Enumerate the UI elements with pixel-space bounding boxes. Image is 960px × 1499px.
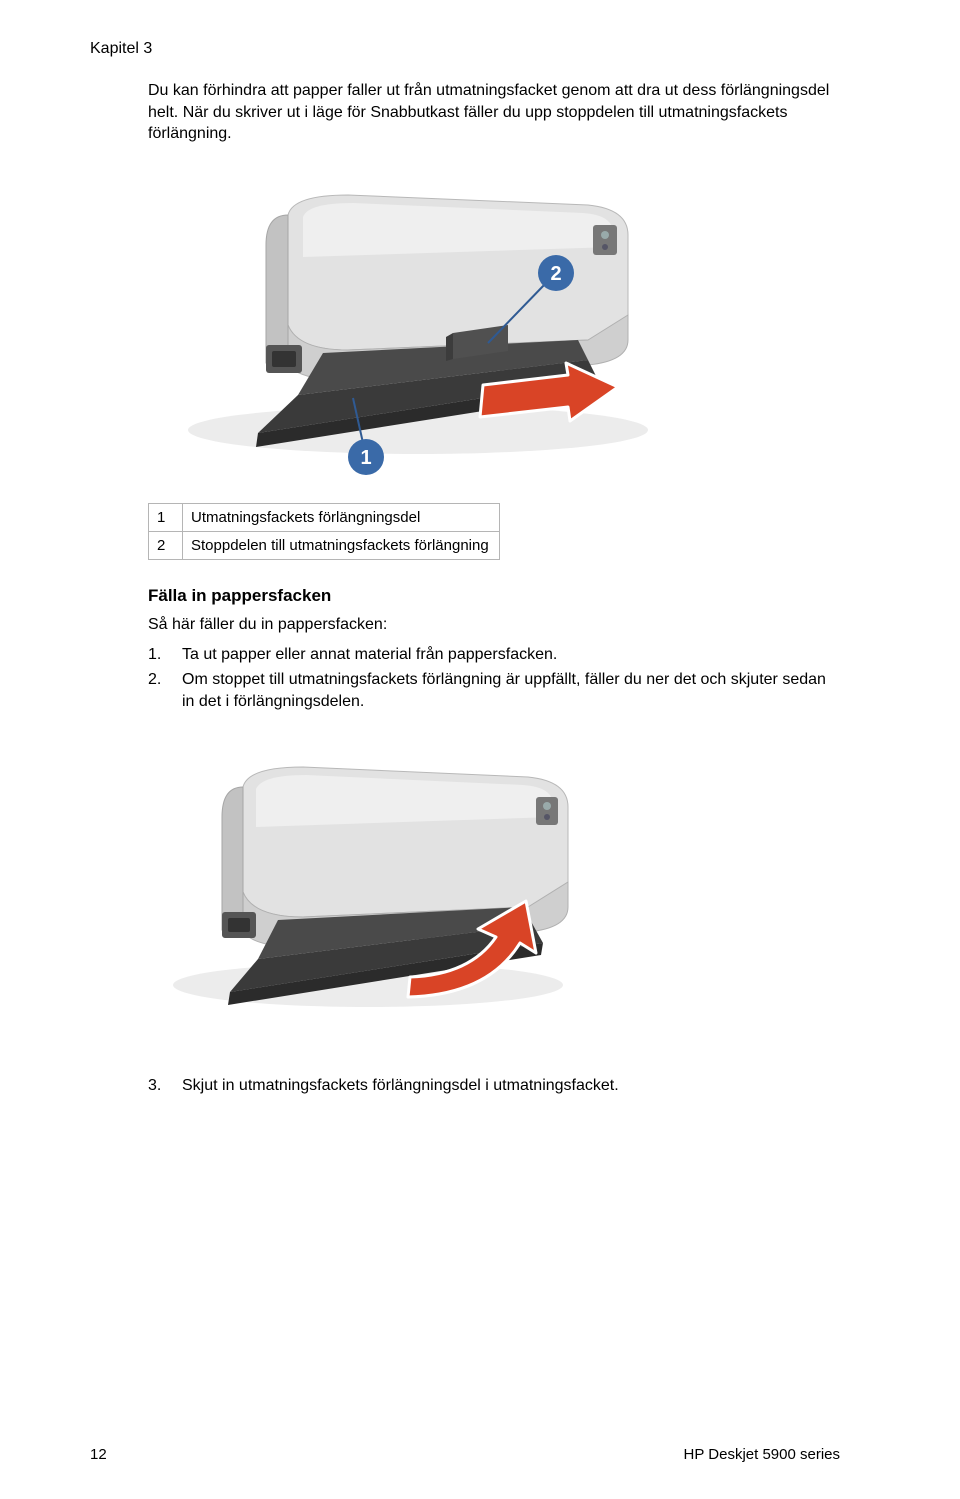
- legend-text: Utmatningsfackets förlängningsdel: [183, 503, 500, 531]
- chapter-heading: Kapitel 3: [90, 40, 840, 58]
- page-number: 12: [90, 1446, 107, 1463]
- legend-table: 1 Utmatningsfackets förlängningsdel 2 St…: [148, 503, 500, 560]
- list-text: Om stoppet till utmatningsfackets förlän…: [182, 669, 840, 712]
- list-number: 2.: [148, 669, 182, 712]
- numbered-list: 3. Skjut in utmatningsfackets förlängnin…: [148, 1075, 840, 1097]
- legend-text: Stoppdelen till utmatningsfackets förlän…: [183, 531, 500, 559]
- section-subheading: Fälla in pappersfacken: [148, 586, 840, 606]
- list-item: 2. Om stoppet till utmatningsfackets för…: [148, 669, 840, 712]
- table-row: 2 Stoppdelen till utmatningsfackets förl…: [149, 531, 500, 559]
- svg-text:1: 1: [360, 447, 371, 469]
- intro-paragraph: Du kan förhindra att papper faller ut fr…: [148, 80, 840, 145]
- svg-text:2: 2: [550, 263, 561, 285]
- lead-in-text: Så här fäller du in pappersfacken:: [148, 616, 840, 634]
- list-item: 3. Skjut in utmatningsfackets förlängnin…: [148, 1075, 840, 1097]
- list-text: Skjut in utmatningsfackets förlängningsd…: [182, 1075, 619, 1097]
- legend-num: 1: [149, 503, 183, 531]
- page-footer: 12 HP Deskjet 5900 series: [90, 1446, 840, 1463]
- figure-printer-fold: [148, 747, 840, 1037]
- table-row: 1 Utmatningsfackets förlängningsdel: [149, 503, 500, 531]
- series-label: HP Deskjet 5900 series: [684, 1446, 840, 1463]
- legend-num: 2: [149, 531, 183, 559]
- list-text: Ta ut papper eller annat material från p…: [182, 644, 557, 666]
- numbered-list: 1. Ta ut papper eller annat material frå…: [148, 644, 840, 713]
- list-item: 1. Ta ut papper eller annat material frå…: [148, 644, 840, 666]
- figure-printer-extended: 1 2: [148, 175, 840, 475]
- list-number: 1.: [148, 644, 182, 666]
- list-number: 3.: [148, 1075, 182, 1097]
